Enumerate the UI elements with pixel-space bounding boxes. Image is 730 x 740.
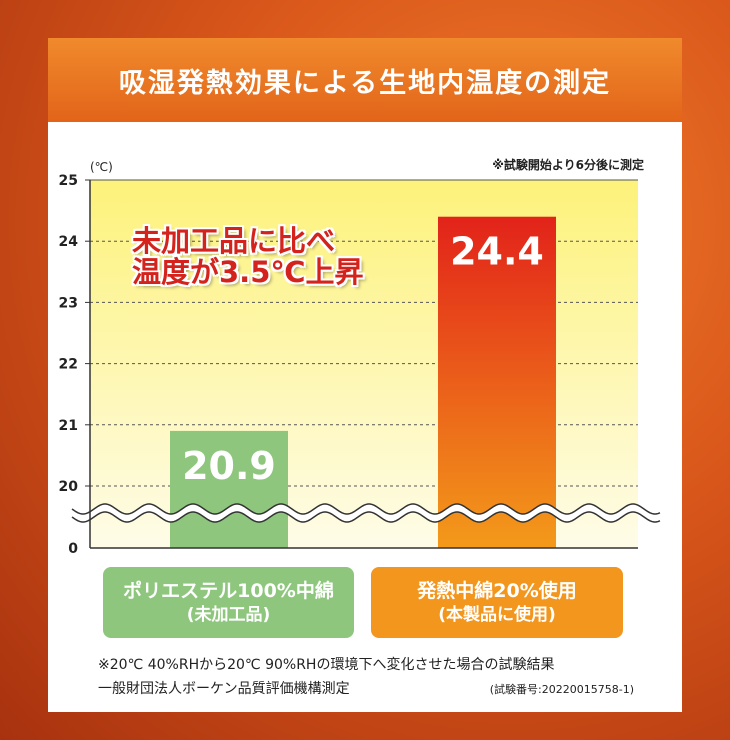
category-name: ポリエステル100%中綿 bbox=[123, 579, 334, 602]
test-condition-note: ※20℃ 40%RHから20℃ 90%RHの環境下へ変化させた場合の試験結果 bbox=[98, 657, 555, 673]
test-number: (試験番号:20220015758-1) bbox=[489, 683, 634, 696]
category-label-untreated: ポリエステル100%中綿 (未加工品) bbox=[103, 567, 354, 638]
bar-value-product: 24.4 bbox=[450, 230, 544, 274]
axis-break-line-upper bbox=[71, 503, 661, 515]
y-tick-label: 25 bbox=[59, 173, 78, 189]
category-sub: (未加工品) bbox=[186, 604, 271, 625]
chart-title: 吸湿発熱効果による生地内温度の測定 bbox=[48, 38, 682, 122]
y-tick-label: 21 bbox=[59, 418, 78, 434]
callout-line-1: 未加工品に比べ bbox=[132, 224, 336, 258]
y-tick-label: 23 bbox=[59, 295, 78, 311]
y-origin-label: 0 bbox=[68, 541, 78, 557]
bar-value-untreated: 20.9 bbox=[182, 444, 276, 488]
comparison-callout: 未加工品に比べ 温度が3.5℃上昇 bbox=[132, 226, 364, 288]
bar-chart: 20.9 24.4 20 21 22 23 24 25 0 bbox=[59, 173, 661, 557]
chart-card: 吸湿発熱効果による生地内温度の測定 (℃) ※試験開始より6分後に測定 20.9… bbox=[48, 38, 682, 712]
category-name: 発熱中綿20%使用 bbox=[417, 579, 577, 602]
measurement-note: ※試験開始より6分後に測定 bbox=[492, 158, 644, 172]
y-tick-label: 22 bbox=[59, 357, 78, 373]
category-sub: (本製品に使用) bbox=[438, 604, 556, 625]
y-tick-label: 20 bbox=[59, 479, 79, 495]
callout-line-2: 温度が3.5℃上昇 bbox=[132, 255, 364, 289]
category-label-product: 発熱中綿20%使用 (本製品に使用) bbox=[371, 567, 623, 638]
bar-product bbox=[438, 216, 556, 548]
testing-organization: 一般財団法人ボーケン品質評価機構測定 bbox=[98, 681, 350, 697]
y-axis-unit: (℃) bbox=[90, 160, 113, 174]
bar-untreated bbox=[170, 430, 288, 548]
axis-break-line-lower bbox=[71, 511, 661, 523]
y-tick-label: 24 bbox=[59, 234, 79, 250]
